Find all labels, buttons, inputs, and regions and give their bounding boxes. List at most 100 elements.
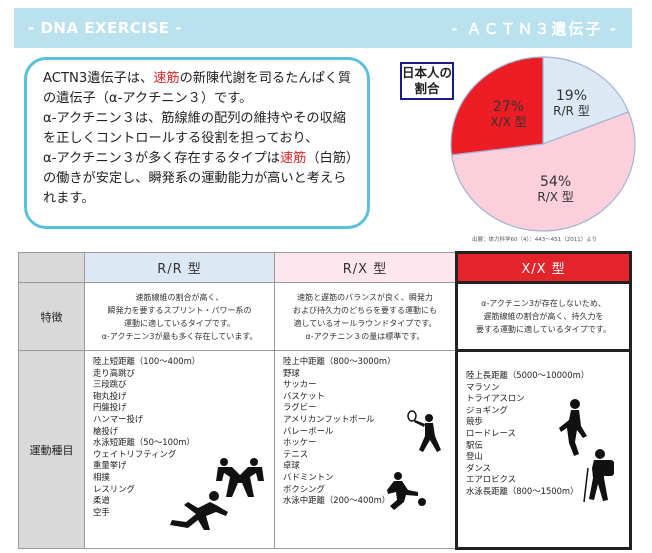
feature-rr: 速筋線維の割合が高く、 瞬発力を要するスプリント・パワー系の 運動に適しているタイプ…: [84, 282, 275, 351]
sport-item: 三段跳び: [93, 379, 127, 390]
feature-row: 特徴 速筋線維の割合が高く、 瞬発力を要するスプリント・パワー系の 運動に適している…: [18, 282, 632, 351]
header-rx: R/X 型: [274, 252, 457, 283]
intro-paragraph-2: α-アクチニン３は、筋線維の配列の維持やその収縮を正しくコントロールする役割を担…: [43, 111, 346, 146]
header-title: - DNA EXERCISE -: [28, 19, 182, 37]
sports-rr: 陸上短距離（100〜400m） 走り高跳び 三段跳び 砲丸投げ 円盤投げ ハンマー投げ 槍投…: [84, 350, 275, 549]
feature-rx-text: 速筋と遅筋のバランスが良く、瞬発力 および持久力のどちらを要する運動にも 適している…: [275, 291, 455, 343]
sport-item: 円盤投げ: [93, 402, 127, 413]
intro-highlight: 速筋: [279, 151, 307, 166]
sport-item: バスケット: [283, 390, 325, 401]
feature-line: α-アクチニン3が存在しないため、: [481, 299, 606, 308]
sports-xx: 陸上長距離（5000〜10000m） マラソン トライアスロン ジョギング 競歩 ロードレ…: [455, 349, 632, 550]
genotype-table: R/R 型 R/X 型 X/X 型 特徴 速筋線維の割合が高く、 瞬発力を要するス…: [18, 251, 632, 550]
sport-item: 水泳短距離（50〜100m）: [93, 437, 195, 448]
pie-chart: [450, 56, 636, 232]
sport-item: レスリング: [93, 483, 135, 494]
table-header-row: R/R 型 R/X 型 X/X 型: [18, 251, 632, 284]
intro-text: （白筋）の働きが安定し、瞬発系の運動能力が高いと考えられます。: [43, 151, 353, 206]
pie-slice-percent: 54%: [540, 174, 572, 191]
sport-item: 砲丸投げ: [93, 390, 127, 401]
pie-slice: [542, 56, 630, 145]
pie-slice-category: R/R 型: [553, 104, 590, 119]
sports-xx-list: 陸上長距離（5000〜10000m） マラソン トライアスロン ジョギング 競歩 ロードレ…: [458, 352, 629, 547]
sprinter-silhouette-icon: [170, 491, 228, 530]
sport-item: 水泳長距離（800〜1500m）: [466, 485, 579, 496]
sport-item: バレーボール: [283, 425, 334, 436]
sport-item: 水泳中距離（200〜400m）: [283, 495, 391, 506]
sport-item: トライアスロン: [466, 393, 525, 404]
sport-item: ホッケー: [283, 437, 317, 448]
sport-item: 相撲: [93, 471, 110, 482]
sport-item: 陸上長距離（5000〜10000m）: [466, 370, 590, 380]
intro-text: α-アクチニン３が多く存在するタイプは: [43, 151, 280, 166]
feature-line: 適しているオールラウンドタイプです。: [293, 318, 437, 328]
sport-item: ラグビー: [283, 402, 317, 413]
sport-item: 柔道: [93, 495, 110, 506]
sport-item: サッカー: [283, 379, 317, 390]
sport-item: バドミントン: [283, 471, 334, 482]
header-xx: X/X 型: [455, 251, 632, 284]
pie-slice: [450, 56, 544, 156]
sport-item: テニス: [283, 448, 309, 459]
feature-xx: α-アクチニン3が存在しないため、 遅筋線維の割合が高く、持久力を 要する運動に適し…: [455, 282, 632, 351]
wrestlers-silhouette-icon: [216, 458, 264, 497]
pie-label: 日本人の割合: [400, 62, 454, 100]
sport-item: マラソン: [466, 381, 500, 392]
pie-slice-label: 19% R/R 型: [541, 89, 601, 119]
intro-highlight: 速筋: [153, 71, 180, 86]
intro-box: ACTN3遺伝子は、速筋の新陳代謝を司るたんぱく質の遺伝子（α-アクチニン３）で…: [24, 57, 370, 229]
pie-slice-category: X/X 型: [490, 115, 527, 130]
tennis-player-silhouette-icon: [407, 410, 441, 452]
feature-label: 特徴: [18, 282, 85, 351]
sport-item: ボクシング: [283, 483, 325, 494]
sport-item: 空手: [93, 506, 110, 517]
hiker-silhouette-icon: [583, 449, 614, 503]
feature-line: 遅筋線維の割合が高く、持久力を: [483, 312, 604, 321]
sport-item: 陸上中距離（800〜3000m）: [283, 356, 396, 366]
sport-item: エアロビクス: [466, 474, 516, 485]
sport-item: ダンス: [466, 462, 491, 473]
feature-line: α-アクチニン3が最も多く存在しています。: [101, 331, 258, 341]
sport-item: ウェイトリフティング: [93, 448, 177, 459]
feature-rr-text: 速筋線維の割合が高く、 瞬発力を要するスプリント・パワー系の 運動に適しているタイプ…: [85, 291, 274, 343]
sport-row: 運動種目 陸上短距離（100〜400m） 走り高跳び 三段跳び 砲丸投げ 円盤投げ ハンマ…: [18, 349, 632, 550]
source-note: 出展：体力科学60（4）：443〜451（2011）より: [472, 237, 598, 243]
sport-item: ハンマー投げ: [93, 413, 144, 424]
pie-slice-label: 54% R/X 型: [526, 175, 586, 205]
sport-item: 駅伝: [466, 439, 483, 450]
intro-text: ACTN3遺伝子は、: [43, 71, 154, 86]
runner-silhouette-icon: [559, 399, 587, 456]
feature-line: 要する運動に適しているタイプです。: [476, 325, 611, 334]
sport-item: アメリカンフットボール: [283, 413, 375, 424]
intro-text: の新陳代謝を司るたんぱく質の遺伝子（α-アクチニン３）です。: [43, 71, 352, 106]
feature-line: 速筋と遅筋のバランスが良く、瞬発力: [297, 292, 433, 302]
header-bar: - DNA EXERCISE - - ＡＣＴＮ３遺伝子 -: [14, 8, 632, 48]
feature-line: および持久力のどちらを要する運動にも: [293, 305, 437, 315]
feature-line: 運動に適しているタイプです。: [124, 318, 235, 328]
feature-rx: 速筋と遅筋のバランスが良く、瞬発力 および持久力のどちらを要する運動にも 適している…: [274, 282, 457, 351]
header-subtitle: - ＡＣＴＮ３遺伝子 -: [451, 19, 618, 38]
sport-item: 競歩: [466, 416, 483, 427]
header-blank-cell: [18, 252, 85, 283]
pie-slice-percent: 27%: [492, 99, 525, 116]
intro-paragraph-1: ACTN3遺伝子は、速筋の新陳代謝を司るたんぱく質の遺伝子（α-アクチニン３）で…: [43, 69, 355, 109]
pie-slice-category: R/X 型: [537, 190, 574, 205]
feature-line: 速筋線維の割合が高く、: [135, 292, 224, 302]
sport-item: 登山: [466, 451, 483, 462]
header-rr: R/R 型: [84, 252, 275, 283]
feature-line: α-アクチニン３の量は標準です。: [305, 331, 425, 341]
soccer-player-silhouette-icon: [387, 472, 426, 510]
feature-xx-text: α-アクチニン3が存在しないため、 遅筋線維の割合が高く、持久力を 要する運動に適し…: [458, 297, 629, 336]
sports-rr-list: 陸上短距離（100〜400m） 走り高跳び 三段跳び 砲丸投げ 円盤投げ ハンマー投げ 槍投…: [85, 351, 274, 548]
pie-slice-label: 27% X/X 型: [478, 100, 538, 130]
sport-item: 陸上短距離（100〜400m）: [93, 356, 201, 366]
pie-slice-percent: 19%: [555, 88, 587, 105]
sport-item: 槍投げ: [93, 425, 119, 436]
sport-item: 走り高跳び: [93, 367, 135, 378]
intro-paragraph-3: α-アクチニン３が多く存在するタイプは速筋（白筋）の働きが安定し、瞬発系の運動能…: [43, 149, 355, 209]
sport-item: ロードレース: [466, 427, 516, 438]
sport-item: ジョギング: [466, 404, 508, 415]
sport-item: 重量挙げ: [93, 460, 127, 471]
sport-item: 卓球: [283, 460, 300, 471]
sport-label: 運動種目: [18, 350, 85, 549]
